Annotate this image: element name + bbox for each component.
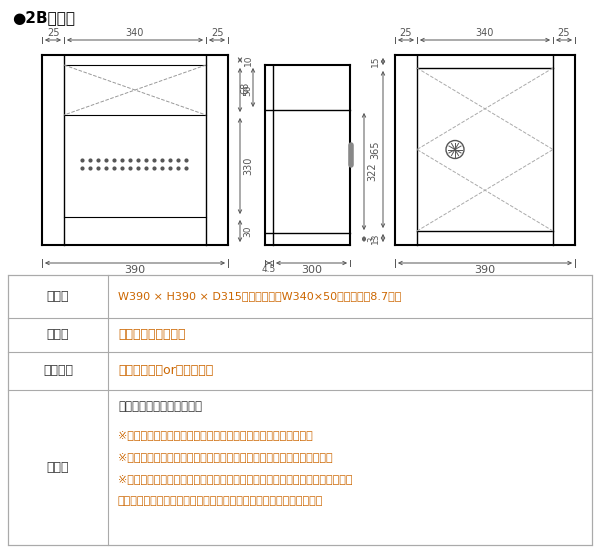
Text: ※郵便物を取り出した後は必ず蓋を閉めて施鍵してください。郵便物が過度に: ※郵便物を取り出した後は必ず蓋を閉めて施鍵してください。郵便物が過度に — [118, 474, 353, 484]
Bar — [8, 275, 592, 545]
Text: 300: 300 — [301, 265, 322, 275]
Text: その他: その他 — [47, 461, 69, 474]
Text: 13: 13 — [371, 233, 380, 244]
Text: 30: 30 — [244, 225, 253, 237]
Text: 25: 25 — [558, 28, 570, 38]
Text: 3: 3 — [367, 236, 377, 242]
Text: 10: 10 — [244, 54, 253, 66]
Text: 68: 68 — [240, 82, 250, 94]
Text: 50: 50 — [244, 84, 253, 96]
Text: 322: 322 — [367, 162, 377, 181]
Text: 発送までの目安：７営業日: 発送までの目安：７営業日 — [118, 400, 202, 413]
Text: 素　材: 素 材 — [47, 328, 69, 342]
Text: 390: 390 — [475, 265, 496, 275]
Text: 25: 25 — [400, 28, 412, 38]
Text: 330: 330 — [243, 157, 253, 175]
Text: 390: 390 — [124, 265, 146, 275]
Text: ※ポスト前面部、本体部底面の水抜き穴をふさがないで下さい。: ※ポスト前面部、本体部底面の水抜き穴をふさがないで下さい。 — [118, 430, 313, 440]
Text: ※ポスト上面のブロック積みは３段までとし、水平に施工して下さい。: ※ポスト上面のブロック積みは３段までとし、水平に施工して下さい。 — [118, 452, 332, 462]
Text: 25: 25 — [47, 28, 59, 38]
Text: 寸　法: 寸 法 — [47, 290, 69, 303]
Text: 設置方法: 設置方法 — [43, 365, 73, 377]
Text: ●2Bタイプ: ●2Bタイプ — [12, 10, 75, 25]
Text: 25: 25 — [211, 28, 223, 38]
Text: 365: 365 — [370, 141, 380, 159]
Text: 多い場合や重量物の場合に取出口蓋が開いてしまう場合があります。: 多い場合や重量物の場合に取出口蓋が開いてしまう場合があります。 — [118, 496, 323, 506]
Text: 340: 340 — [126, 28, 144, 38]
Text: 壁埋め込み　or　スタンド: 壁埋め込み or スタンド — [118, 365, 213, 377]
Text: ステンレス、アルミ: ステンレス、アルミ — [118, 328, 185, 342]
Text: W390 × H390 × D315　　投函口：W340×50　　重量：8.7ｋｇ: W390 × H390 × D315 投函口：W340×50 重量：8.7ｋｇ — [118, 291, 401, 301]
Text: 340: 340 — [476, 28, 494, 38]
Text: 4.5: 4.5 — [262, 266, 276, 274]
Text: 15: 15 — [371, 56, 380, 67]
